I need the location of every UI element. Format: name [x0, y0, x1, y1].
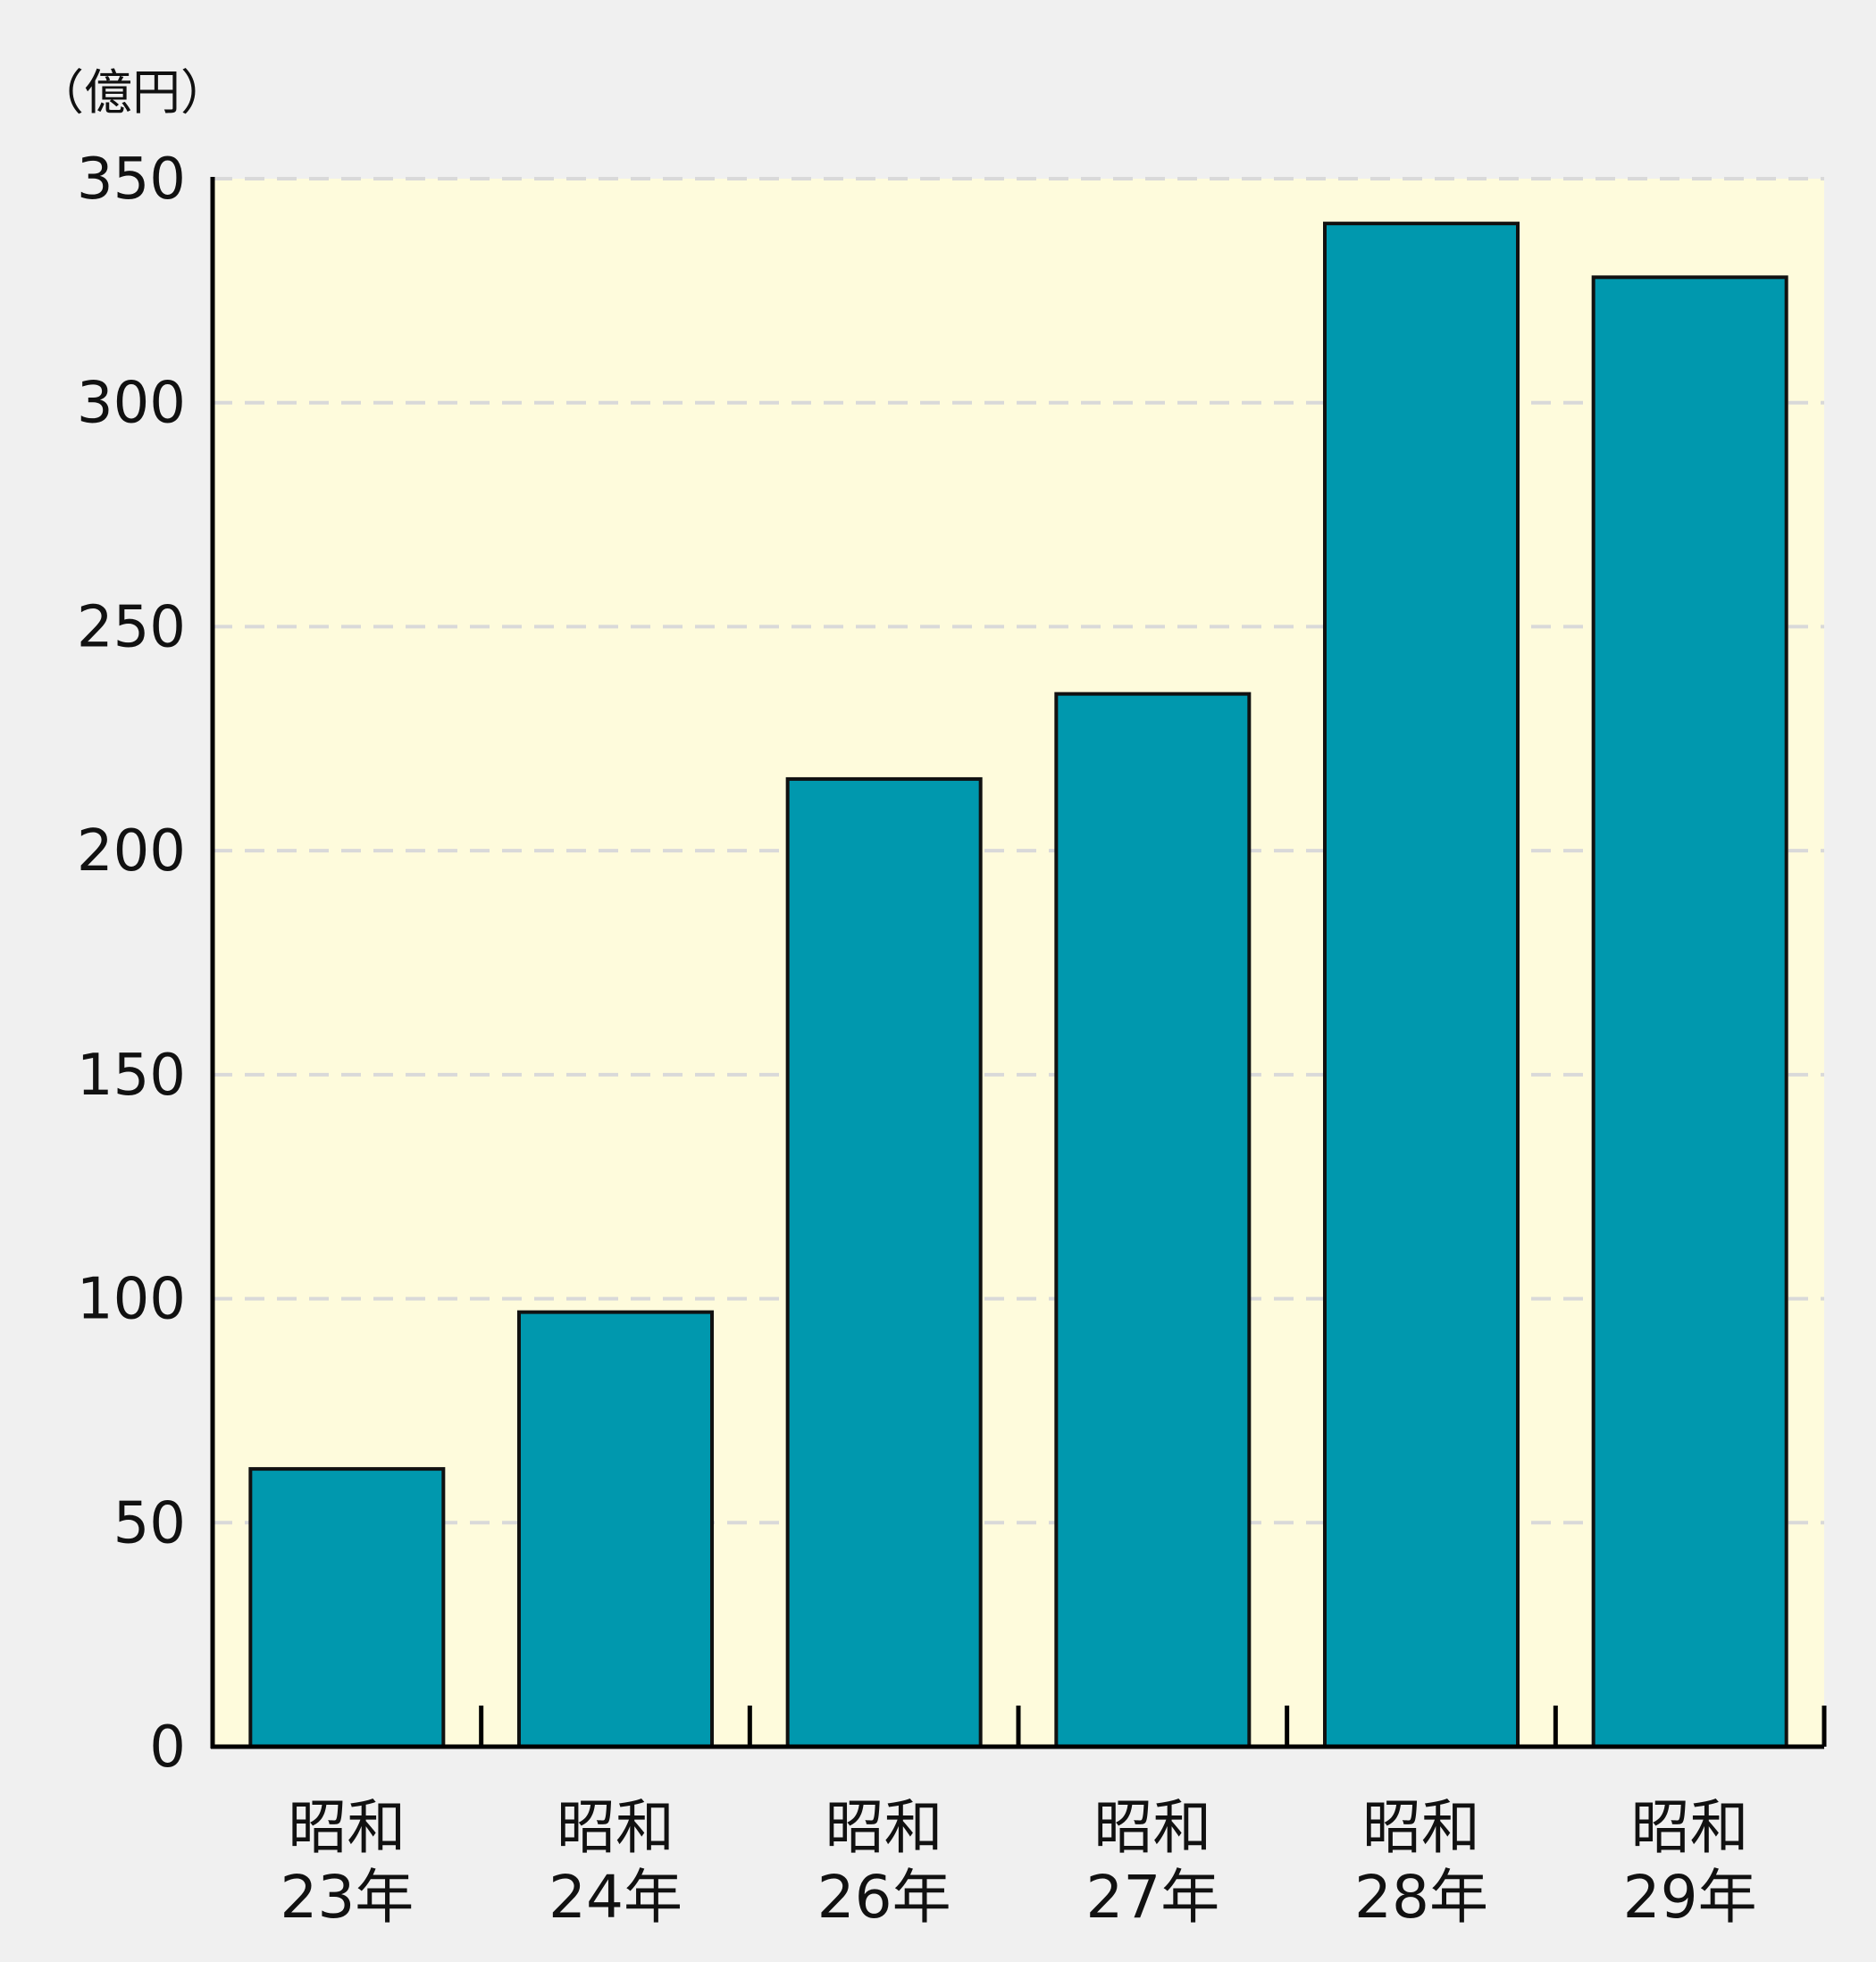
y-tick-labels: 0 50 100 150 200 250 300 350 [77, 147, 186, 1781]
x-category-label-line: 昭和 [1631, 1793, 1749, 1862]
x-category-label-line: 29年 [1623, 1863, 1757, 1932]
x-category-label: 昭和 23年 [280, 1793, 414, 1932]
x-category-label-line: 昭和 [557, 1793, 674, 1862]
bar [785, 776, 983, 1748]
x-category-label-line: 27年 [1085, 1863, 1219, 1932]
x-category-label: 昭和 29年 [1623, 1793, 1757, 1932]
bar [1054, 692, 1252, 1749]
y-tick-label: 300 [77, 371, 186, 437]
y-tick-label: 350 [77, 147, 186, 213]
x-category-label: 昭和 26年 [817, 1793, 951, 1932]
x-category-label: 昭和 24年 [549, 1793, 683, 1932]
x-category-label-line: 24年 [549, 1863, 683, 1932]
y-tick-label: 150 [77, 1043, 186, 1109]
plot-background [213, 179, 1824, 1747]
y-tick-label: 250 [77, 594, 186, 660]
bar [248, 1467, 446, 1748]
x-category-label-line: 23年 [280, 1863, 414, 1932]
x-category-label-line: 昭和 [1093, 1793, 1211, 1862]
x-category-label: 昭和 27年 [1085, 1793, 1219, 1932]
y-tick-label: 100 [77, 1267, 186, 1333]
y-tick-label: 0 [149, 1715, 186, 1781]
gridlines [213, 177, 1824, 1525]
x-category-label-line: 昭和 [825, 1793, 943, 1862]
x-category-label-line: 26年 [817, 1863, 951, 1932]
y-tick-label: 200 [77, 818, 186, 885]
bar [1323, 222, 1520, 1749]
x-category-label-line: 28年 [1354, 1863, 1488, 1932]
bars [248, 222, 1788, 1749]
y-tick-label: 50 [113, 1490, 186, 1556]
x-category-label: 昭和 28年 [1354, 1793, 1488, 1932]
bar [517, 1310, 714, 1748]
x-category-label-line: 昭和 [288, 1793, 406, 1862]
bar [1591, 275, 1788, 1748]
y-axis-unit-label: （億円） [36, 64, 229, 121]
axes [210, 177, 1827, 1749]
x-category-label-line: 昭和 [1362, 1793, 1480, 1862]
